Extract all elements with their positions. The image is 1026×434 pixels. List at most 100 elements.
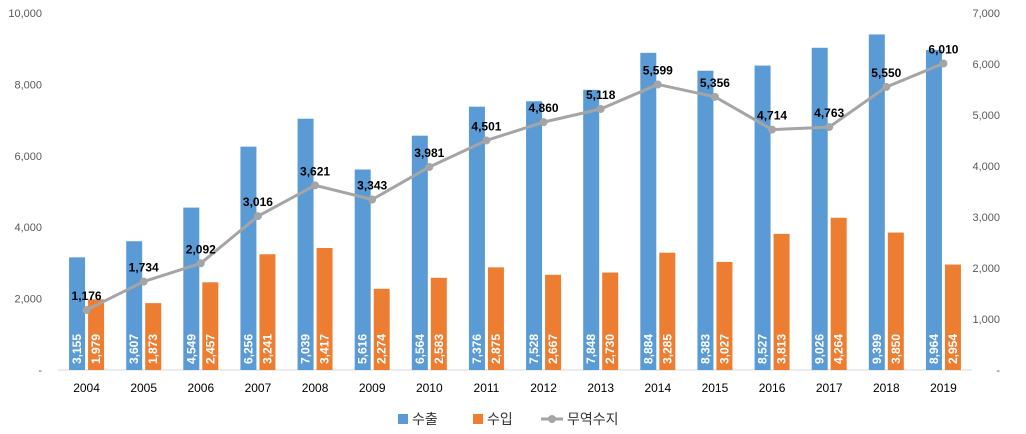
- balance-point: [882, 82, 891, 91]
- balance-label: 6,010: [928, 42, 958, 56]
- export-bar: [868, 34, 885, 371]
- bars-group: 3,155 1,979 3,607 1,873 4,549 2,457 6,256 3,241…: [69, 34, 961, 371]
- export-bar: [240, 146, 257, 370]
- export-bar: [69, 257, 86, 370]
- left-tick-label: 2,000: [14, 294, 42, 306]
- export-bar-label: 6,564: [413, 334, 427, 364]
- left-y-axis: - 2,000 4,000 6,000 8,000 10,000: [8, 8, 42, 377]
- x-tick-label: 2017: [816, 381, 843, 395]
- balance-label: 5,356: [700, 76, 730, 90]
- legend-marker: [548, 415, 556, 423]
- export-bar-label: 3,155: [70, 334, 84, 364]
- left-tick-label: 10,000: [8, 8, 42, 20]
- export-bar-label: 7,039: [299, 334, 313, 364]
- left-tick-label: 8,000: [14, 79, 42, 91]
- import-bar-label: 3,417: [318, 334, 332, 364]
- balance-label: 4,501: [471, 119, 501, 133]
- balance-point: [196, 259, 205, 268]
- export-bar-label: 7,848: [584, 334, 598, 364]
- left-tick-label: 4,000: [14, 222, 42, 234]
- import-bar: [830, 217, 847, 370]
- import-bar: [887, 232, 904, 370]
- export-bar: [354, 169, 371, 370]
- import-bar: [716, 261, 733, 370]
- export-bar-label: 4,549: [184, 334, 198, 364]
- right-tick-label: 4,000: [972, 161, 1000, 173]
- import-bar-label: 2,730: [603, 334, 617, 364]
- x-tick-label: 2012: [530, 381, 557, 395]
- legend-swatch: [473, 414, 483, 424]
- export-bar: [925, 49, 942, 370]
- balance-label: 3,343: [357, 179, 387, 193]
- import-bar: [373, 288, 390, 370]
- export-bar-label: 8,527: [756, 334, 770, 364]
- balance-label: 3,016: [243, 195, 273, 209]
- export-bar: [411, 135, 428, 370]
- x-tick-label: 2007: [245, 381, 272, 395]
- import-bar-label: 2,875: [489, 334, 503, 364]
- export-bar: [754, 65, 771, 371]
- balance-point: [825, 123, 834, 132]
- export-bar: [640, 52, 657, 371]
- export-bar: [126, 241, 143, 370]
- x-tick-label: 2015: [702, 381, 729, 395]
- export-bar: [297, 118, 314, 370]
- balance-point: [368, 195, 377, 204]
- import-bar-label: 2,457: [203, 334, 217, 364]
- balance-label: 2,092: [186, 242, 216, 256]
- left-tick-label: -: [38, 365, 42, 377]
- x-tick-label: 2016: [759, 381, 786, 395]
- import-bar: [316, 248, 333, 370]
- x-tick-label: 2004: [73, 381, 100, 395]
- import-bar-label: 2,954: [946, 334, 960, 364]
- right-tick-label: 3,000: [972, 212, 1000, 224]
- x-axis-ticks: 2004 2005 2006 2007 2008 2009 2010 2011 2012 2013…: [73, 381, 957, 395]
- export-bar: [811, 47, 828, 371]
- import-bar-label: 2,274: [375, 334, 389, 364]
- balance-label: 4,860: [529, 101, 559, 115]
- right-tick-label: 1,000: [972, 314, 1000, 326]
- balance-label: 5,118: [586, 88, 616, 102]
- right-tick-label: 2,000: [972, 263, 1000, 275]
- x-tick-label: 2006: [187, 381, 214, 395]
- balance-label: 1,734: [129, 261, 159, 275]
- x-tick-label: 2014: [644, 381, 671, 395]
- balance-point: [596, 104, 605, 113]
- right-tick-label: 5,000: [972, 110, 1000, 122]
- import-bar-label: 3,241: [260, 334, 274, 364]
- import-bar: [202, 282, 219, 370]
- balance-line: [85, 62, 945, 312]
- import-bar-label: 3,027: [717, 334, 731, 364]
- legend-label: 수입: [487, 412, 513, 428]
- export-bar-label: 8,884: [641, 334, 655, 364]
- balance-label: 5,550: [871, 66, 901, 80]
- balance-point: [768, 125, 777, 134]
- balance-label: 5,599: [643, 63, 673, 77]
- export-bar-label: 7,376: [470, 334, 484, 364]
- import-bar: [430, 277, 447, 370]
- right-tick-label: 7,000: [972, 8, 1000, 20]
- import-bar: [259, 254, 276, 370]
- export-bar: [697, 70, 714, 370]
- balance-label: 4,763: [814, 106, 844, 120]
- balance-point: [710, 92, 719, 101]
- import-bar-label: 1,979: [89, 334, 103, 364]
- import-bar: [487, 267, 504, 370]
- import-bar-label: 2,667: [546, 334, 560, 364]
- import-bar: [145, 303, 162, 370]
- left-tick-label: 6,000: [14, 151, 42, 163]
- balance-label: 3,981: [414, 146, 444, 160]
- export-bar-label: 6,256: [241, 334, 255, 364]
- balance-label: 1,176: [72, 289, 102, 303]
- balance-point: [139, 277, 148, 286]
- import-bar: [773, 233, 790, 370]
- balance-point: [82, 306, 91, 315]
- import-bar: [545, 274, 562, 370]
- x-tick-label: 2008: [302, 381, 329, 395]
- x-tick-label: 2010: [416, 381, 443, 395]
- legend-swatch: [398, 414, 408, 424]
- export-bar-label: 5,616: [356, 334, 370, 364]
- export-bar-label: 9,399: [870, 334, 884, 364]
- balance-point: [425, 162, 434, 171]
